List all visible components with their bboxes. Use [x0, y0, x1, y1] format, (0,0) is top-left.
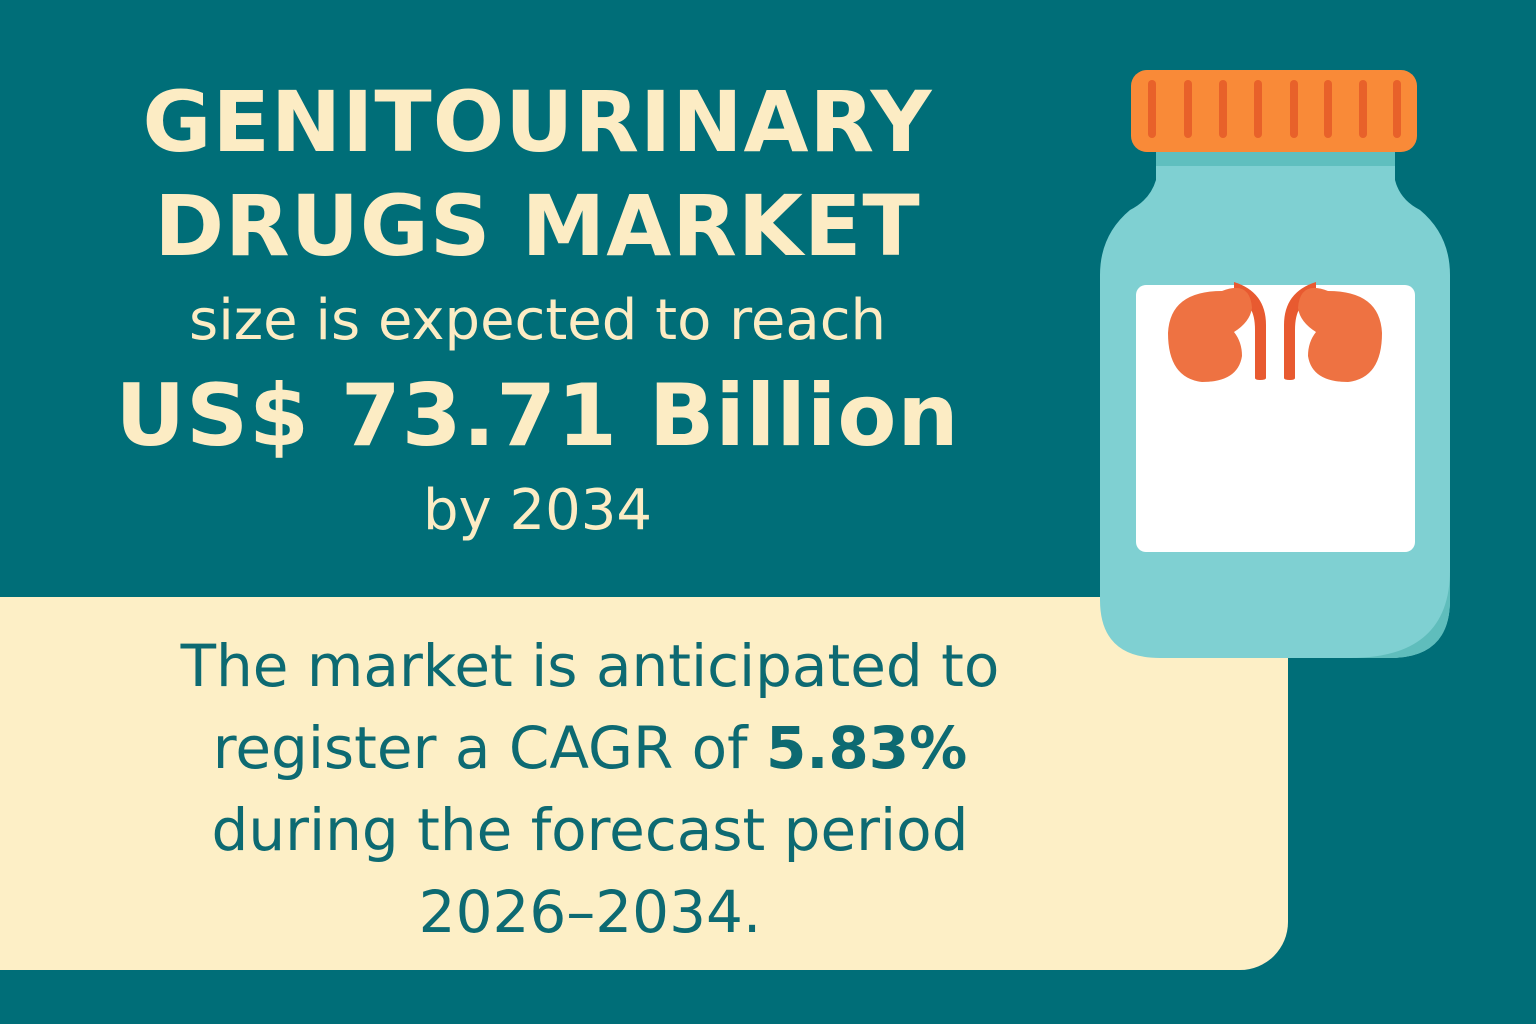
bottle-cap	[1131, 70, 1417, 152]
title-line-2: DRUGS MARKET	[154, 177, 921, 275]
kidneys-icon	[1168, 282, 1382, 382]
forecast-text: The market is anticipated to register a …	[90, 625, 1090, 953]
forecast-line-2: register a CAGR of 5.83%	[90, 707, 1090, 789]
forecast-line-3: during the forecast period	[211, 796, 969, 864]
forecast-panel	[0, 597, 1288, 970]
forecast-line-2-prefix: register a CAGR of	[212, 714, 767, 782]
forecast-line-1: The market is anticipated to	[180, 632, 1000, 700]
market-value: US$ 73.71 Billion	[115, 366, 960, 466]
cagr-value: 5.83%	[766, 714, 968, 782]
title-line-1: GENITOURINARY	[142, 73, 933, 171]
target-year: by 2034	[422, 478, 652, 543]
headline: GENITOURINARY DRUGS MARKET size is expec…	[90, 70, 985, 546]
subtitle: size is expected to reach	[189, 288, 886, 353]
forecast-line-4: 2026–2034.	[418, 878, 762, 946]
pill-bottle-with-kidneys-icon	[1100, 70, 1450, 658]
